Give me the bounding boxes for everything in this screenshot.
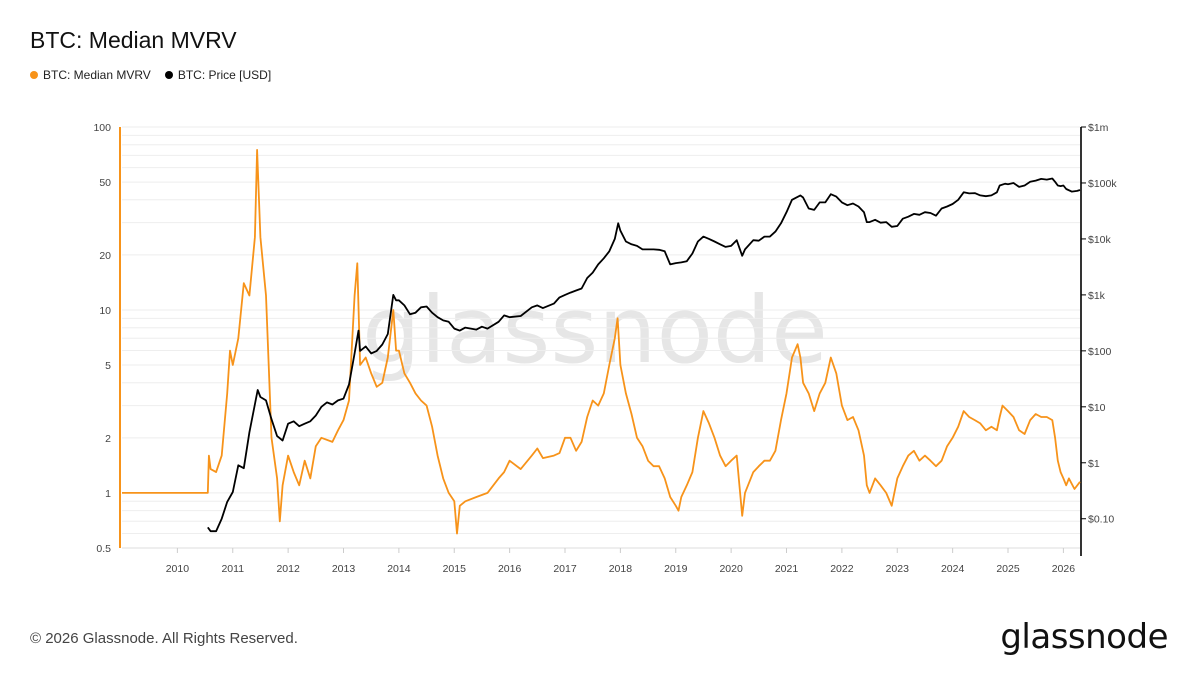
right-tick-label: $1k [1088,290,1106,302]
legend-dot-mvrv [30,71,38,79]
left-tick-label: 0.5 [96,543,111,555]
x-tick-label: 2021 [775,563,799,575]
legend-label-price: BTC: Price [USD] [177,68,272,82]
mvrv-series-line [122,149,1081,535]
x-tick-label: 2017 [553,563,577,575]
left-tick-label: 50 [99,177,111,189]
x-tick-label: 2024 [941,563,965,575]
left-tick-label: 1 [105,488,111,500]
x-tick-label: 2014 [387,563,411,575]
right-tick-label: $100 [1088,346,1112,358]
x-tick-label: 2025 [996,563,1020,575]
left-tick-label: 2 [105,433,111,445]
x-tick-label: 2013 [332,563,356,575]
left-axis: 0.5 1 2 5 10 20 50 100 [93,122,121,555]
x-tick-label: 2016 [498,563,522,575]
left-tick-label: 5 [105,360,111,372]
right-axis: $0.10 $1 $10 $100 $1k $10k $100k $1m [1080,122,1117,556]
chart-area[interactable]: glassnode 0.5 1 2 5 10 20 50 100 $0.10 $1 $10 $100… [0,0,1200,600]
right-tick-label: $1m [1088,122,1109,134]
price-series-line [207,177,1081,533]
brand-logo: glassnode [1000,617,1168,657]
right-tick-label: $10k [1088,234,1112,246]
right-tick-label: $100k [1088,178,1117,190]
left-tick-label: 100 [93,122,111,134]
x-tick-label: 2018 [609,563,633,575]
copyright-text: © 2026 Glassnode. All Rights Reserved. [30,630,298,647]
legend-label-mvrv: BTC: Median MVRV [43,68,151,82]
left-tick-label: 10 [99,305,111,317]
watermark: glassnode [362,277,828,384]
x-tick-label: 2026 [1052,563,1076,575]
x-tick-label: 2019 [664,563,688,575]
chart-title: BTC: Median MVRV [30,27,237,53]
x-axis: 2010 2011 2012 2013 2014 2015 2016 2017 2018 2019… [122,547,1080,575]
right-tick-label: $1 [1088,458,1100,470]
x-tick-label: 2011 [221,563,244,575]
chart-legend: BTC: Median MVRV BTC: Price [USD] [30,68,271,82]
series-group [122,149,1081,535]
right-tick-label: $10 [1088,402,1106,414]
legend-item-mvrv[interactable]: BTC: Median MVRV [30,68,151,82]
x-tick-label: 2015 [443,563,467,575]
x-tick-label: 2012 [276,563,300,575]
legend-item-price[interactable]: BTC: Price [USD] [164,68,272,82]
x-tick-label: 2022 [830,563,854,575]
right-tick-label: $0.10 [1088,514,1114,526]
x-tick-label: 2020 [719,563,743,575]
x-tick-label: 2010 [166,563,190,575]
legend-dot-price [164,71,173,79]
left-tick-label: 20 [99,250,111,262]
x-tick-label: 2023 [886,563,910,575]
